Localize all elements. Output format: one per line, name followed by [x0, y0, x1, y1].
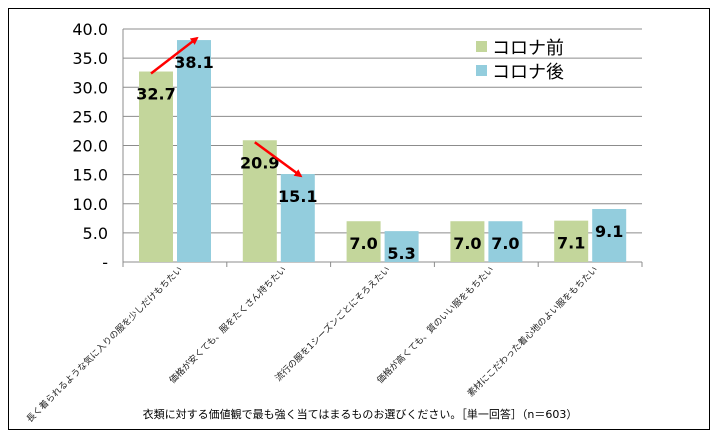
- data-label: 32.7: [136, 85, 175, 104]
- legend-label: コロナ後: [492, 62, 564, 83]
- y-tick-label: 5.0: [83, 224, 108, 243]
- x-tick-label: 価格が安くても、服をたくさん持ちたい: [166, 264, 288, 386]
- legend-label: コロナ前: [492, 38, 564, 59]
- data-label: 38.1: [174, 53, 213, 72]
- bar-before: [346, 221, 381, 262]
- data-label: 9.1: [595, 222, 623, 241]
- y-tick-label: 20.0: [72, 137, 108, 156]
- legend-swatch: [476, 65, 487, 76]
- x-tick-label: 長く着られるような気に入りの服を少しだけもちたい: [24, 264, 185, 425]
- data-label: 7.0: [453, 234, 481, 253]
- bar-before: [554, 220, 589, 262]
- trend-arrow-up: [150, 36, 199, 75]
- bar-after: [384, 231, 419, 262]
- x-axis-title: 衣類に対する価値観で最も強く当てはまるものお選びください。［単一回答］（n＝60…: [142, 408, 578, 421]
- data-label: 15.1: [278, 187, 317, 206]
- legend-swatch: [476, 41, 487, 52]
- y-tick-label: 10.0: [72, 195, 108, 214]
- chart-frame: [8, 8, 710, 430]
- bar-after: [177, 40, 211, 262]
- x-tick-label: 価格が高くても、質のいい服をもちたい: [374, 264, 496, 386]
- data-label: 7.1: [557, 234, 585, 253]
- x-tick-label: 素材にこだわった着心地のよい服をもちたい: [465, 264, 601, 400]
- bar-after: [488, 221, 523, 262]
- y-tick-label: 25.0: [72, 107, 108, 126]
- data-label: 7.0: [349, 234, 377, 253]
- bar-after: [280, 174, 315, 262]
- bar-before: [242, 140, 277, 262]
- x-tick-label: 流行の服を1シーズンごとにそろえたい: [272, 264, 392, 384]
- bar-before: [139, 71, 173, 263]
- y-tick-label: 35.0: [72, 49, 108, 68]
- y-tick-label: 15.0: [72, 166, 108, 185]
- data-label: 5.3: [387, 244, 415, 263]
- y-tick-label: 30.0: [72, 78, 108, 97]
- data-label: 7.0: [491, 234, 519, 253]
- trend-arrow-down: [254, 141, 303, 178]
- bar-after: [592, 208, 627, 262]
- bar-before: [450, 221, 485, 262]
- data-label: 20.9: [240, 153, 279, 172]
- y-tick-label: 40.0: [72, 20, 108, 39]
- y-tick-label: -: [102, 253, 108, 272]
